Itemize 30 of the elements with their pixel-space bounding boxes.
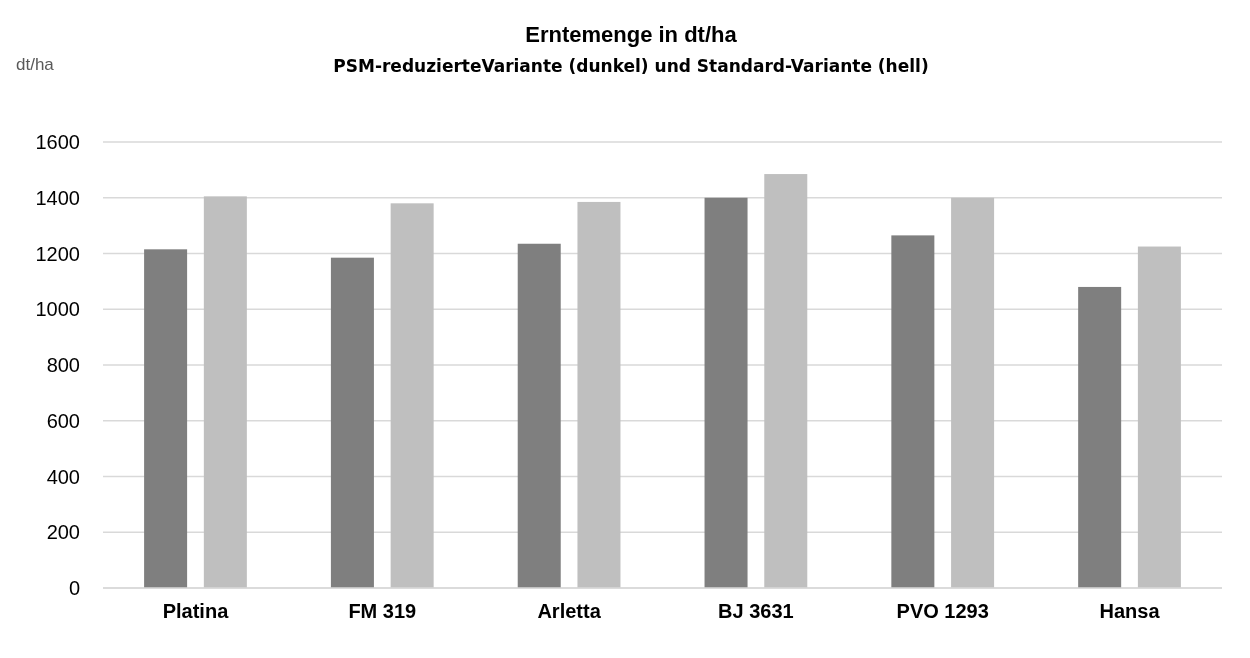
x-tick-label: FM 319 (348, 600, 417, 622)
bar (764, 174, 808, 588)
bar (144, 249, 188, 588)
x-tick-label: PVO 1293 (896, 600, 989, 622)
x-tick-label: Platina (162, 600, 230, 622)
bar (390, 203, 434, 588)
y-tick-label: 1600 (35, 131, 80, 153)
y-tick-label: 0 (68, 577, 80, 599)
y-axis-title: dt/ha (16, 55, 55, 74)
bar (1078, 286, 1122, 588)
bar (951, 197, 995, 588)
x-tick-label: Hansa (1099, 600, 1161, 622)
bar (577, 201, 621, 588)
y-tick-label: 400 (46, 465, 80, 488)
bar (203, 196, 247, 588)
x-tick-label: Arletta (537, 600, 602, 622)
bar (1137, 246, 1181, 588)
chart-subtitle: PSM-reduzierteVariante (dunkel) und Standard-Variante (hell) (333, 56, 929, 76)
y-tick-label: 1200 (35, 242, 80, 265)
bar (330, 257, 374, 588)
bar (891, 235, 935, 588)
chart-title: Erntemenge in dt/ha (525, 22, 738, 47)
y-tick-label: 600 (46, 409, 80, 432)
y-tick-label: 800 (46, 354, 80, 376)
bar (517, 243, 561, 588)
x-tick-label: BJ 3631 (718, 600, 794, 622)
y-tick-label: 1400 (35, 186, 80, 209)
bar (704, 197, 748, 588)
y-tick-label: 200 (46, 521, 80, 544)
y-tick-label: 1000 (35, 298, 80, 321)
